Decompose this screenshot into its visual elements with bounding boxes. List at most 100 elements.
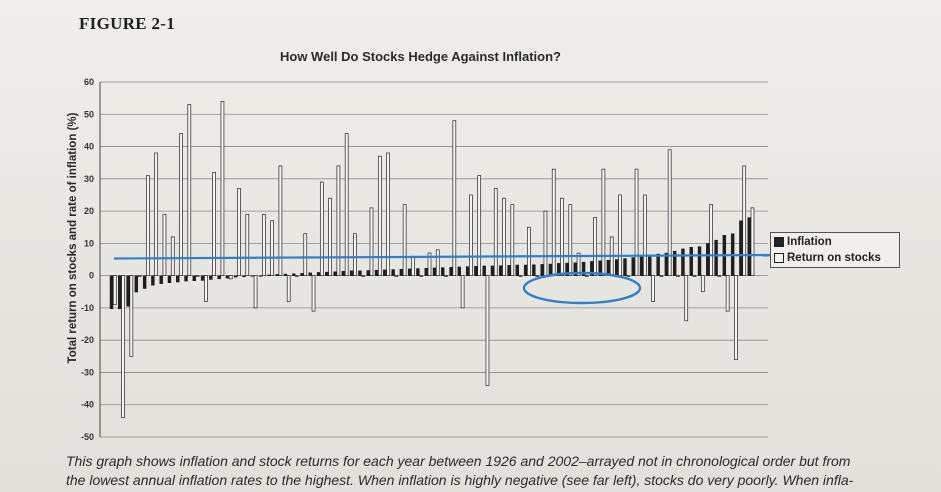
bar-inflation [118,275,122,310]
bar-return-on-stocks [361,275,366,277]
bar-return-on-stocks [253,275,258,309]
bar-return-on-stocks [154,152,159,276]
bar-inflation [407,268,412,276]
bar-inflation [142,275,147,289]
bar-inflation [325,271,329,276]
bar-return-on-stocks [444,275,448,277]
bar-inflation [242,275,246,278]
figure-label: FIGURE 2-1 [79,14,176,33]
bar-inflation [151,275,155,286]
bar-inflation [292,273,296,276]
bar-inflation [532,264,536,276]
bar-return-on-stocks [543,210,548,276]
bar-return-on-stocks [518,275,523,277]
bar-return-on-stocks [228,275,233,280]
bar-return-on-stocks [245,213,250,276]
bar-inflation [126,275,130,307]
bar-return-on-stocks [220,101,225,276]
bar-inflation [739,220,743,276]
bar-inflation [656,253,660,276]
bar-return-on-stocks [535,275,539,277]
bar-inflation [465,266,470,276]
bar-inflation [581,261,586,276]
bar-return-on-stocks [411,255,415,276]
bar-return-on-stocks [187,104,192,276]
y-tick-label: 20 [84,206,94,216]
bar-return-on-stocks [328,197,332,276]
bar-return-on-stocks [576,252,581,276]
bar-return-on-stocks [692,275,697,277]
bar-return-on-stocks [179,133,183,276]
bar-inflation [631,257,635,276]
bar-inflation [499,265,503,276]
bar-return-on-stocks [162,213,167,276]
bar-return-on-stocks [319,181,324,276]
bar-inflation [283,273,288,276]
bar-return-on-stocks [336,165,341,276]
bar-inflation [358,270,362,276]
bar-inflation [615,259,619,276]
bar-return-on-stocks [709,204,713,276]
bar-inflation [482,265,486,276]
bar-return-on-stocks [344,133,349,276]
bar-return-on-stocks [435,249,440,276]
bar-return-on-stocks [402,204,407,276]
legend-item-inflation: Inflation [774,234,896,250]
chart-title: How Well Do Stocks Hedge Against Inflati… [280,49,561,64]
bar-return-on-stocks [204,275,208,302]
y-tick-label: -30 [81,367,94,377]
bar-inflation [507,265,511,276]
bar-return-on-stocks [170,236,175,276]
bar-inflation [689,247,693,276]
bar-return-on-stocks [667,149,672,276]
bar-inflation [515,264,520,276]
bar-inflation [217,275,221,280]
bar-return-on-stocks [353,233,357,276]
bar-return-on-stocks [626,275,631,277]
bar-inflation [457,266,462,276]
legend-swatch-return-on-stocks [774,253,784,263]
bar-return-on-stocks [394,275,399,277]
caption-line-1: This graph shows inflation and stock ret… [66,453,851,469]
bar-inflation [449,267,453,276]
y-tick-label: -40 [81,400,94,410]
bar-inflation [681,248,685,276]
bar-inflation [548,263,553,276]
bar-return-on-stocks [303,233,308,276]
bar-inflation [192,275,197,281]
bar-inflation [275,274,279,276]
caption-line-2: the lowest annual inflation rates to the… [66,472,854,488]
bar-inflation [225,275,230,279]
bar-inflation [134,275,139,293]
bar-return-on-stocks [742,165,747,276]
bar-inflation [697,246,702,276]
y-tick-label: 0 [89,271,94,281]
bar-return-on-stocks [502,197,506,276]
bar-inflation [706,243,710,276]
bar-return-on-stocks [212,172,216,276]
figure-caption: This graph shows inflation and stock ret… [66,452,926,490]
bar-return-on-stocks [634,168,639,276]
bar-inflation [200,275,205,281]
bar-inflation [648,255,652,276]
bar-return-on-stocks [427,252,432,276]
bar-return-on-stocks [510,204,515,276]
bar-return-on-stocks [286,275,291,302]
bar-return-on-stocks [485,275,490,386]
bar-return-on-stocks [734,275,738,360]
bar-return-on-stocks [460,275,465,309]
bar-return-on-stocks [195,275,200,277]
legend-item-return-on-stocks: Return on stocks [774,250,896,266]
bar-return-on-stocks [295,275,299,277]
bar-inflation [540,264,544,276]
bar-inflation [308,272,312,276]
bar-inflation [209,275,213,280]
bar-return-on-stocks [377,155,382,276]
y-tick-label: -20 [81,335,94,345]
bar-inflation [623,258,627,276]
bar-return-on-stocks [311,275,316,312]
bar-return-on-stocks [642,194,647,276]
bar-return-on-stocks [700,275,705,293]
